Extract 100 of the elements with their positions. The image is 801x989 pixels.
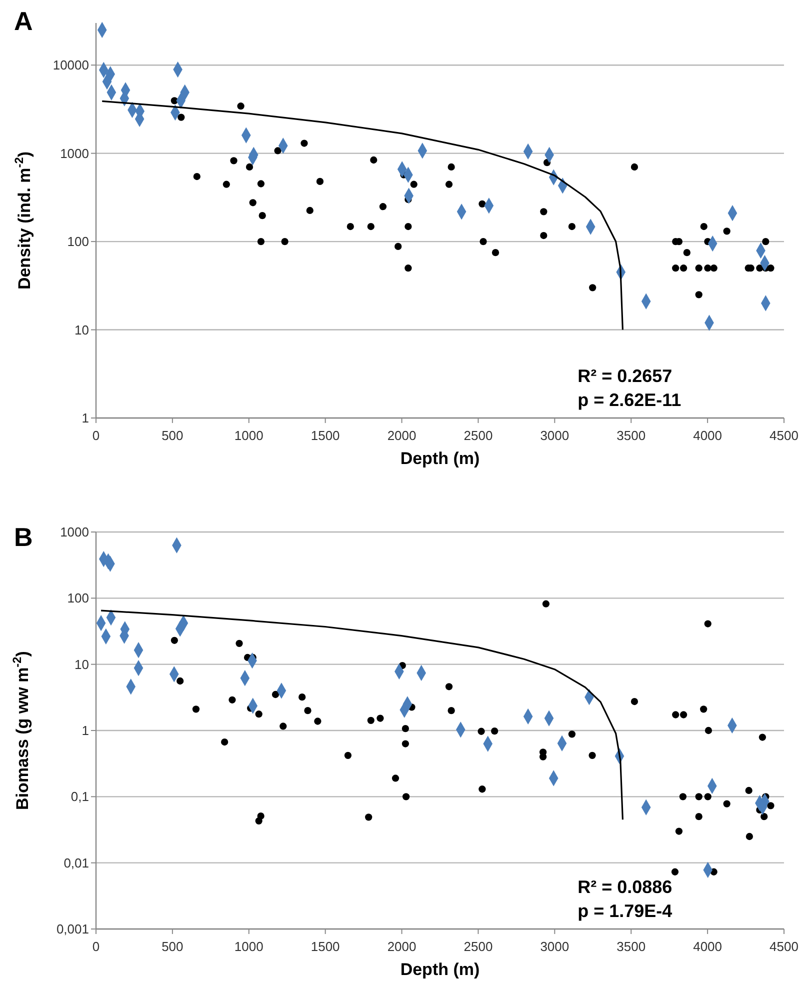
point bbox=[630, 163, 638, 171]
point bbox=[376, 714, 384, 722]
point bbox=[672, 264, 680, 272]
x-tick-label: 1500 bbox=[310, 428, 340, 443]
point bbox=[370, 156, 378, 164]
x-tick-label: 1000 bbox=[234, 428, 264, 443]
point bbox=[695, 813, 702, 820]
point bbox=[237, 102, 244, 110]
point bbox=[700, 222, 708, 230]
point bbox=[568, 730, 576, 738]
chart-title: A bbox=[14, 6, 33, 36]
point bbox=[448, 707, 455, 714]
point bbox=[700, 706, 708, 713]
point bbox=[228, 696, 236, 704]
annotation: p = 2.62E-11 bbox=[578, 390, 682, 410]
point bbox=[230, 157, 238, 164]
point bbox=[367, 716, 374, 724]
point bbox=[170, 636, 178, 644]
point bbox=[178, 114, 185, 121]
point bbox=[762, 238, 770, 246]
x-tick-label: 500 bbox=[162, 939, 184, 954]
point bbox=[723, 800, 730, 808]
point bbox=[478, 786, 486, 793]
point bbox=[540, 232, 548, 240]
point bbox=[404, 222, 412, 230]
point bbox=[367, 222, 374, 230]
annotation: R² = 0.0886 bbox=[578, 877, 672, 897]
point bbox=[344, 752, 352, 759]
x-tick-label: 500 bbox=[162, 428, 184, 443]
point bbox=[767, 802, 774, 810]
point bbox=[683, 249, 690, 256]
chart-title: B bbox=[14, 522, 33, 552]
x-tick-label: 1000 bbox=[234, 939, 264, 954]
x-tick-label: 2500 bbox=[464, 939, 493, 954]
point bbox=[314, 718, 322, 725]
point bbox=[402, 724, 410, 732]
point bbox=[445, 683, 453, 690]
y-tick-label: 10 bbox=[74, 656, 89, 672]
point bbox=[365, 814, 372, 821]
point bbox=[246, 163, 254, 171]
point bbox=[280, 722, 287, 730]
point bbox=[745, 786, 752, 794]
y-tick-label: 1000 bbox=[60, 146, 89, 161]
point bbox=[272, 690, 280, 698]
point bbox=[478, 200, 486, 208]
point bbox=[710, 264, 718, 272]
point bbox=[540, 208, 548, 216]
point bbox=[539, 753, 547, 760]
point bbox=[758, 734, 766, 741]
x-tick-label: 3500 bbox=[616, 428, 646, 443]
point bbox=[176, 677, 184, 685]
y-tick-label: 10 bbox=[74, 322, 89, 338]
point bbox=[630, 698, 638, 706]
point bbox=[568, 222, 576, 230]
point bbox=[255, 710, 262, 718]
point bbox=[257, 812, 264, 820]
point bbox=[410, 180, 418, 188]
point bbox=[192, 706, 200, 713]
point bbox=[675, 828, 683, 835]
point bbox=[249, 199, 256, 206]
y-tick-label: 100 bbox=[67, 590, 89, 606]
x-tick-label: 2000 bbox=[387, 939, 416, 954]
x-tick-label: 4500 bbox=[770, 428, 798, 443]
point bbox=[300, 140, 308, 147]
point bbox=[448, 163, 455, 171]
point bbox=[695, 264, 702, 272]
point bbox=[402, 740, 410, 748]
point bbox=[379, 203, 387, 210]
point bbox=[392, 774, 400, 782]
point bbox=[480, 238, 487, 246]
point bbox=[298, 694, 306, 701]
point bbox=[221, 738, 228, 746]
point bbox=[704, 726, 712, 734]
x-tick-label: 0 bbox=[92, 428, 100, 443]
point bbox=[258, 212, 266, 220]
point bbox=[402, 793, 410, 800]
point bbox=[767, 264, 774, 272]
point bbox=[257, 180, 265, 188]
point bbox=[695, 291, 702, 298]
point bbox=[222, 180, 230, 188]
point bbox=[672, 711, 680, 718]
point bbox=[704, 264, 712, 272]
point bbox=[680, 264, 688, 272]
y-tick-label: 0,1 bbox=[70, 789, 89, 804]
x-tick-label: 3000 bbox=[540, 428, 570, 443]
x-axis-title: Depth (m) bbox=[400, 960, 480, 979]
point bbox=[394, 242, 402, 250]
x-tick-label: 3000 bbox=[540, 939, 570, 954]
point bbox=[236, 640, 243, 647]
point bbox=[680, 711, 688, 718]
point bbox=[404, 264, 412, 272]
y-tick-label: 1000 bbox=[60, 524, 89, 540]
x-tick-label: 4000 bbox=[693, 939, 722, 954]
point bbox=[281, 238, 288, 246]
point bbox=[257, 238, 265, 246]
point bbox=[760, 813, 768, 820]
point bbox=[304, 707, 312, 714]
y-tick-label: 1 bbox=[82, 410, 89, 426]
line-series bbox=[100, 610, 624, 820]
x-tick-label: 4500 bbox=[770, 939, 798, 954]
